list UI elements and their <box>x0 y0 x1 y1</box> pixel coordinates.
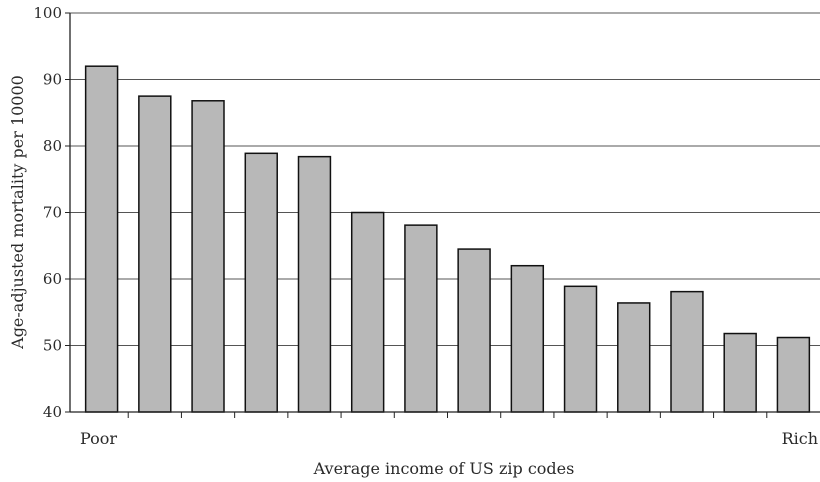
bar-8 <box>457 248 491 413</box>
x-axis-ticks <box>127 412 768 418</box>
bar-14 <box>776 336 811 413</box>
y-tick-label-50: 50 <box>43 337 62 355</box>
bar-2 <box>138 95 172 413</box>
x-axis-title: Average income of US zip codes <box>313 459 575 478</box>
y-tick-label-100: 100 <box>33 4 62 22</box>
y-tick-label-60: 60 <box>43 270 62 288</box>
bar-6 <box>350 211 385 413</box>
bar-12 <box>670 290 704 413</box>
x-end-label-rich: Rich <box>782 429 818 448</box>
x-end-label-poor: Poor <box>80 429 117 448</box>
bar-11 <box>617 302 651 413</box>
bar-13 <box>723 332 757 413</box>
bar-10 <box>563 285 598 413</box>
bar-1 <box>84 65 119 413</box>
bar-3 <box>191 100 225 413</box>
y-axis-ticks: 40 50 60 70 80 90 100 <box>33 4 70 421</box>
bar-7 <box>404 224 438 413</box>
bars <box>84 65 811 413</box>
y-tick-label-40: 40 <box>43 403 62 421</box>
y-tick-label-70: 70 <box>43 204 62 222</box>
y-axis-title: Age-adjusted mortality per 10000 <box>8 75 27 350</box>
bar-9 <box>510 264 545 413</box>
y-tick-label-80: 80 <box>43 137 62 155</box>
grid-lines <box>70 12 820 346</box>
bar-5 <box>297 155 332 413</box>
bar-4 <box>244 152 278 413</box>
y-tick-label-90: 90 <box>43 71 62 89</box>
